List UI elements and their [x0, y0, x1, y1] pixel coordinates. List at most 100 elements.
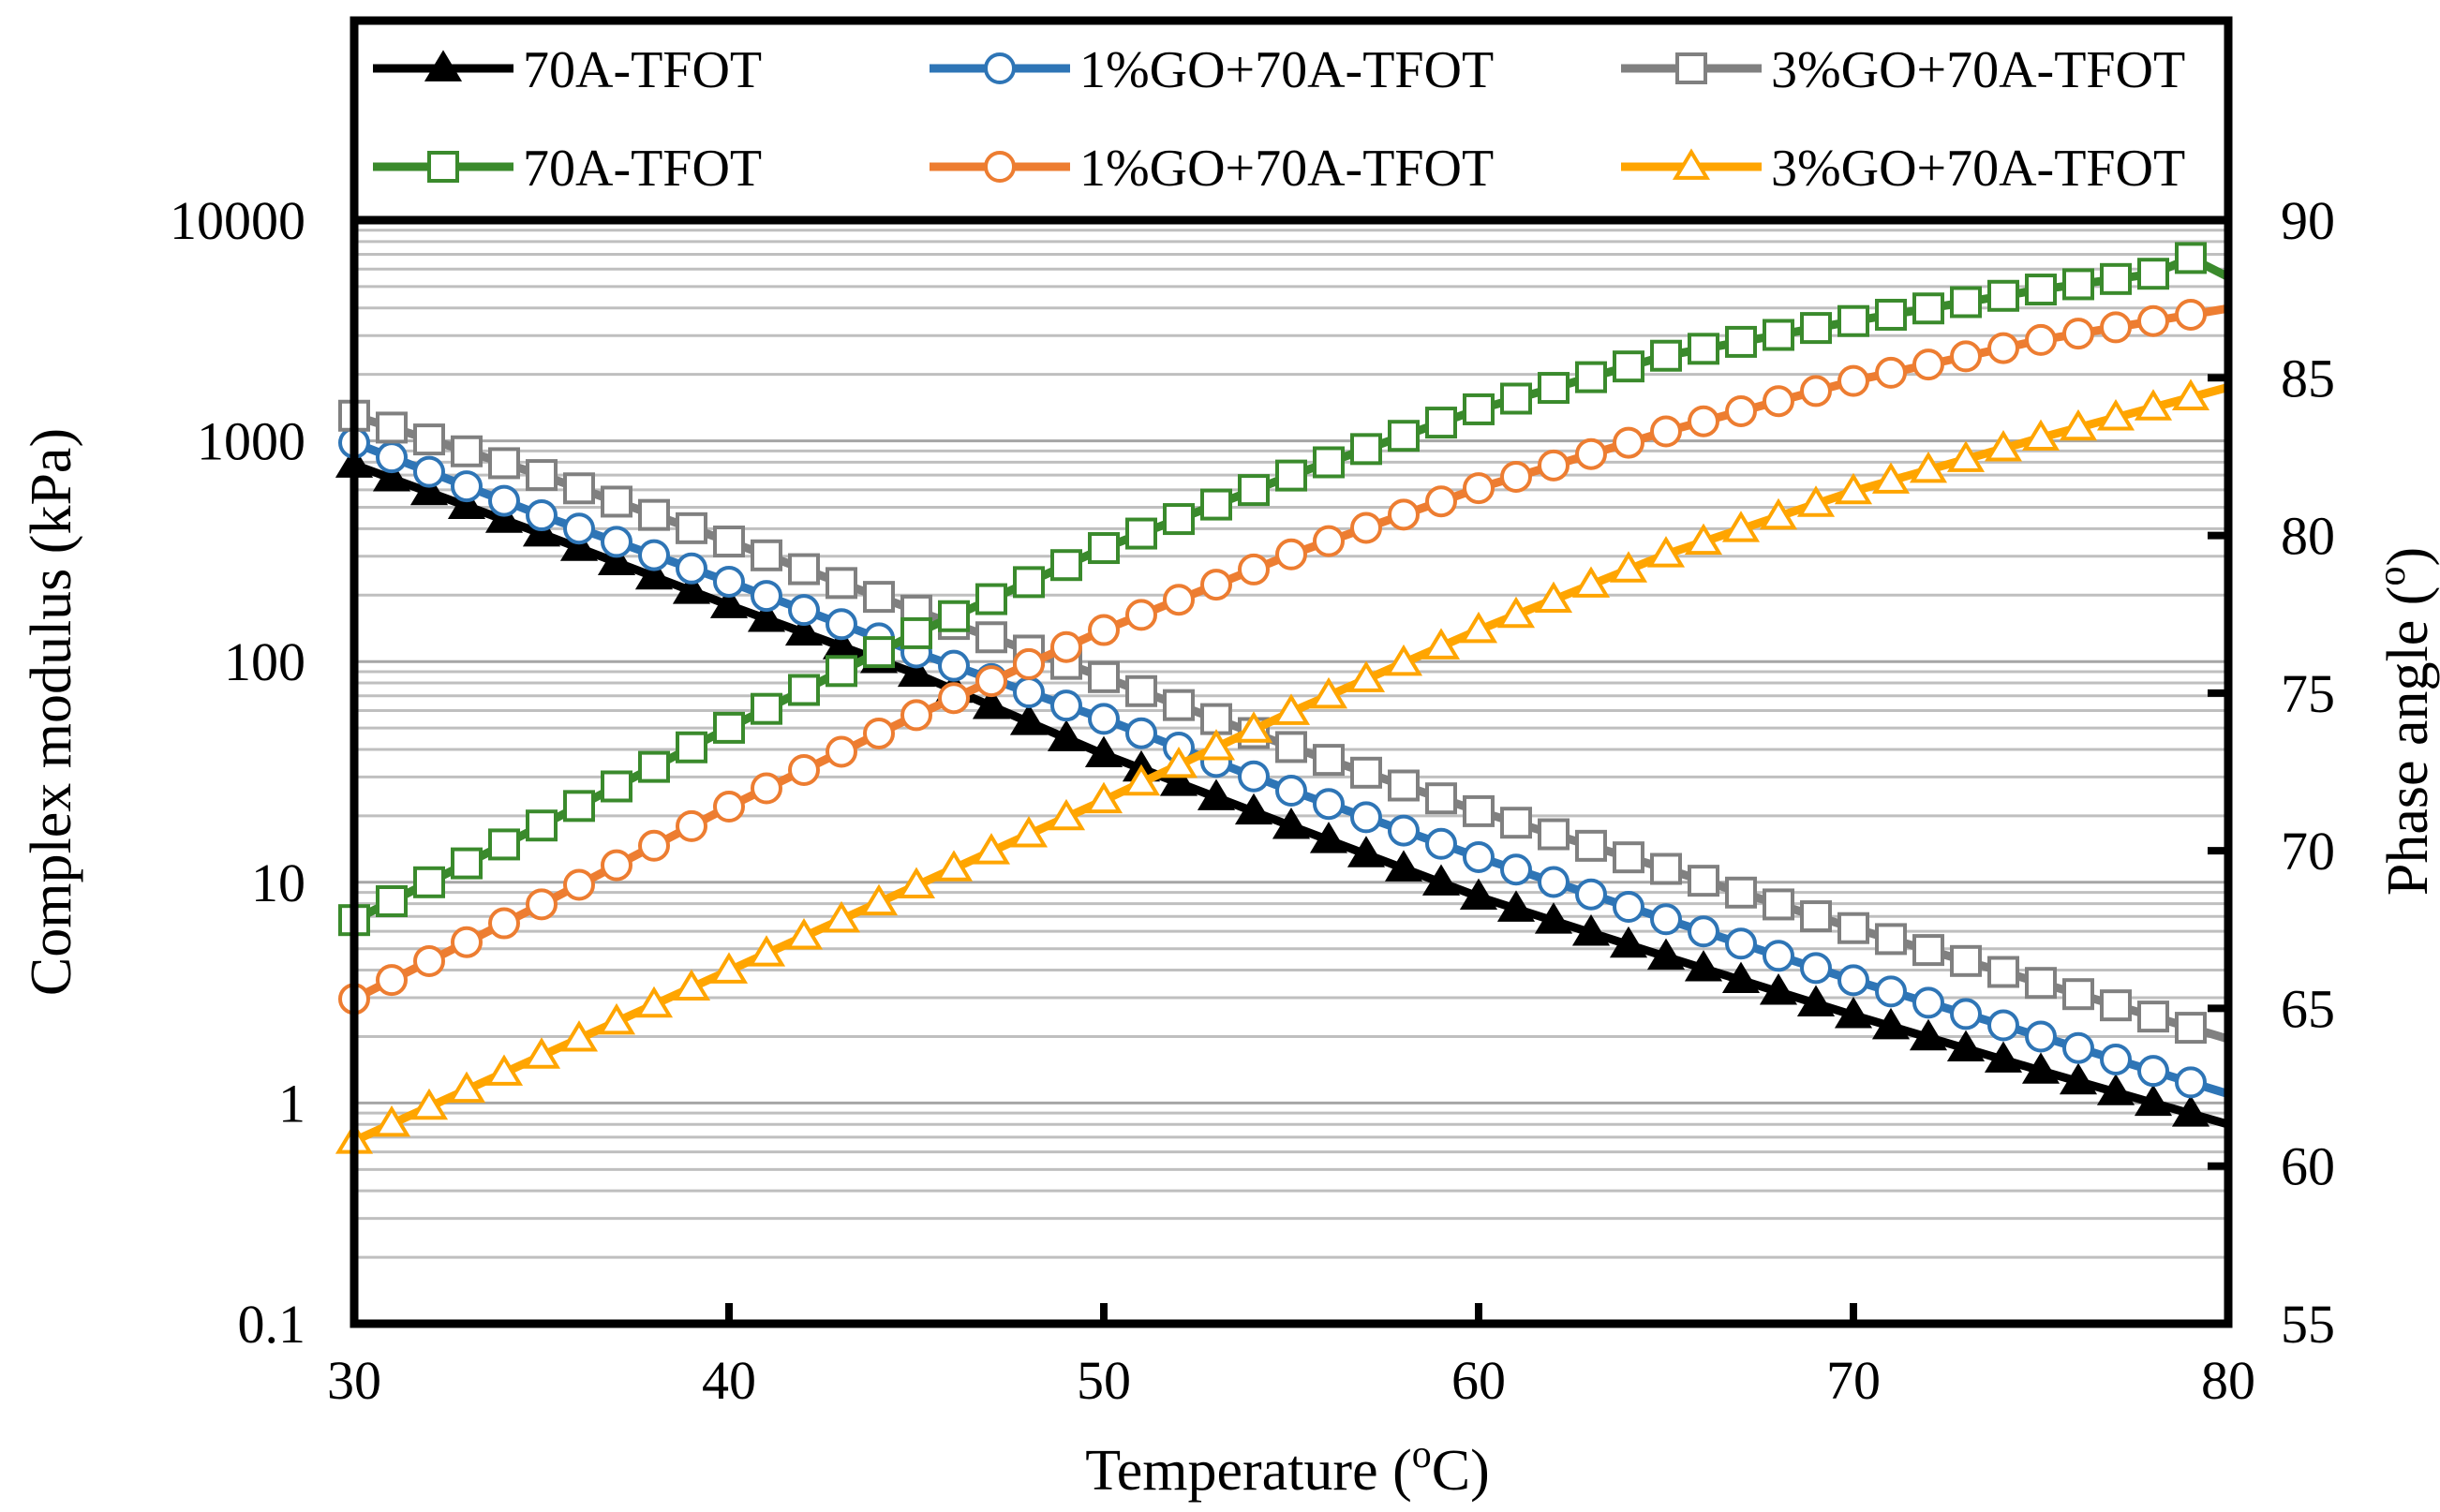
series-markers	[338, 426, 2207, 1099]
circle-marker	[1125, 599, 1157, 631]
square-marker	[451, 847, 483, 880]
series-markers	[338, 242, 2207, 937]
square-marker	[1125, 517, 1157, 550]
square-marker	[1650, 339, 1682, 372]
triangle-marker	[634, 557, 674, 590]
circle-marker	[1800, 952, 1832, 985]
triangle-marker	[1796, 985, 1836, 1016]
y2-tick-label: 90	[2281, 190, 2335, 251]
triangle-marker	[447, 1071, 486, 1104]
circle-marker	[413, 944, 445, 977]
legend-entry-2: 1%GO+70A-TFOT	[930, 41, 1494, 99]
triangle-marker	[1159, 764, 1198, 796]
circle-marker	[1538, 449, 1570, 482]
triangle-marker	[2021, 419, 2061, 452]
square-marker	[788, 674, 820, 706]
triangle-marker	[1609, 551, 1648, 583]
triangle-marker	[1384, 850, 1423, 882]
square-marker	[2137, 1001, 2169, 1033]
square-marker	[1125, 674, 1157, 707]
legend-entry-3: 3%GO+70A-TFOT	[1621, 41, 2185, 99]
series-2	[338, 426, 2230, 1099]
triangle-marker	[672, 572, 711, 604]
y2-tick-label: 60	[2281, 1136, 2335, 1197]
square-marker	[427, 151, 459, 183]
circle-marker	[1125, 717, 1157, 749]
triangle-marker	[2171, 378, 2210, 410]
plot-frame	[350, 16, 2233, 1328]
triangle-marker	[1759, 973, 1798, 1005]
series-3	[338, 399, 2230, 1045]
square-marker	[676, 731, 707, 763]
square-marker	[1875, 298, 1907, 331]
triangle-marker	[1684, 950, 1723, 982]
circle-marker	[1950, 998, 1982, 1030]
legend-entry-5: 1%GO+70A-TFOT	[930, 140, 1494, 198]
square-marker	[1313, 744, 1345, 777]
square-marker	[676, 511, 707, 544]
triangle-marker	[1534, 581, 1573, 614]
triangle-marker	[597, 543, 636, 575]
triangle-marker	[1346, 660, 1386, 692]
circle-marker	[1725, 927, 1757, 960]
triangle-marker	[372, 1104, 411, 1137]
circle-marker	[788, 753, 820, 786]
circle-marker	[1350, 511, 1382, 544]
circle-marker	[1875, 975, 1907, 1008]
circle-marker	[1875, 356, 1907, 389]
triangle-marker	[1834, 472, 1873, 505]
square-marker	[975, 583, 1007, 615]
square-marker	[1088, 532, 1120, 565]
series-4	[338, 242, 2231, 937]
triangle-marker	[747, 600, 786, 632]
circle-marker	[1575, 437, 1607, 470]
square-marker	[1725, 876, 1757, 909]
circle-marker	[2137, 304, 2169, 337]
square-marker	[601, 770, 632, 803]
circle-marker	[975, 665, 1007, 698]
circle-marker	[638, 539, 670, 571]
triangle-marker	[1496, 890, 1536, 922]
circle-marker	[1800, 375, 1832, 408]
square-marker	[376, 884, 408, 917]
x-axis-title-superscript: o	[1412, 1433, 1432, 1476]
triangle-marker	[1759, 497, 1798, 530]
legend-entry-1: 70A-TFOT	[373, 41, 762, 99]
legend-label: 3%GO+70A-TFOT	[1771, 140, 2185, 198]
circle-marker	[1688, 405, 1719, 437]
triangle-marker	[1384, 644, 1423, 676]
triangle-marker	[1047, 798, 1086, 831]
x-tick-label: 80	[2201, 1350, 2255, 1411]
square-marker	[1200, 488, 1232, 521]
square-marker	[1350, 756, 1382, 789]
plot-border	[350, 16, 2233, 1328]
circle-marker	[1463, 472, 1495, 505]
square-marker	[1088, 660, 1120, 693]
square-marker	[1950, 286, 1982, 319]
circle-marker	[1463, 840, 1495, 873]
triangle-marker	[1197, 778, 1236, 810]
triangle-marker	[372, 460, 411, 492]
circle-marker	[1350, 801, 1382, 834]
square-marker	[1425, 782, 1457, 815]
triangle-marker	[672, 969, 711, 1001]
square-marker	[1725, 325, 1757, 358]
legend-entry-6: 3%GO+70A-TFOT	[1621, 140, 2185, 198]
triangle-marker	[2134, 389, 2173, 421]
triangle-marker	[747, 935, 786, 967]
triangle-marker	[1159, 746, 1198, 778]
square-marker	[1912, 934, 1944, 967]
triangle-marker	[1272, 693, 1311, 725]
square-marker	[2100, 989, 2132, 1022]
triangle-marker	[1421, 864, 1461, 896]
circle-marker	[1837, 364, 1869, 397]
circle-marker	[2175, 1066, 2207, 1099]
circle-marker	[2137, 1055, 2169, 1088]
square-marker	[751, 692, 782, 725]
triangle-marker	[2171, 1095, 2210, 1127]
square-marker	[788, 553, 820, 586]
triangle-marker	[1646, 536, 1686, 568]
square-marker	[1388, 769, 1420, 802]
triangle-marker	[1272, 808, 1311, 839]
circle-marker	[601, 849, 632, 882]
